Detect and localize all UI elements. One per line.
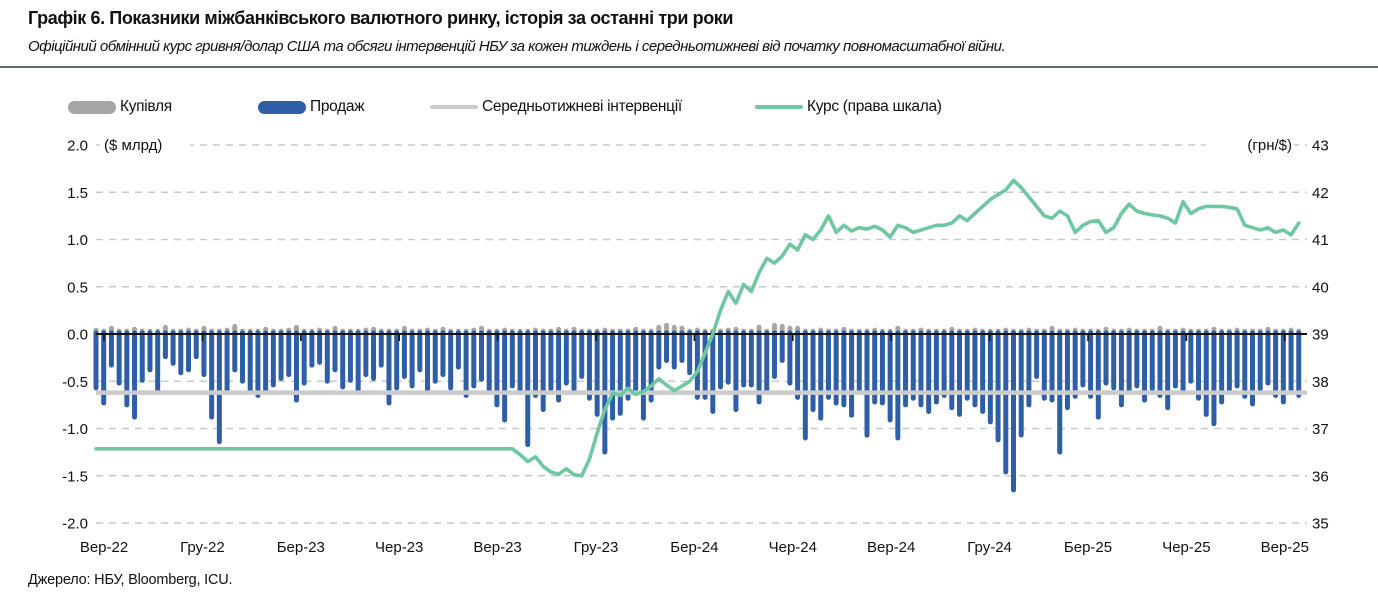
x-axis-label: Вер-25 (1261, 539, 1309, 556)
left-axis-label: 0.0 (67, 327, 88, 344)
x-axis-label: Вер-23 (473, 539, 521, 556)
left-axis-unit: ($ млрд) (104, 137, 162, 154)
x-axis-label: Бер-23 (277, 539, 325, 556)
left-axis-label: -2.0 (62, 516, 88, 533)
avg-swatch (430, 104, 478, 110)
right-axis-label: 40 (1312, 279, 1329, 296)
rate-line (94, 178, 1301, 478)
x-axis-label: Гру-23 (574, 539, 619, 556)
x-axis-label: Вер-22 (80, 539, 128, 556)
right-axis-label: 36 (1312, 468, 1329, 485)
legend-label-buy: Купівля (120, 98, 172, 115)
left-axis-label: 2.0 (67, 138, 88, 155)
x-axis-label: Чер-23 (375, 539, 423, 556)
left-axis-label: -1.0 (62, 421, 88, 438)
right-axis-label: 35 (1312, 516, 1329, 533)
legend-label-rate: Курс (права шкала) (807, 98, 942, 115)
right-axis-label: 43 (1312, 138, 1329, 155)
right-axis-label: 42 (1312, 185, 1329, 202)
legend-label-avg: Середньотижневі інтервенції (482, 98, 682, 115)
right-axis-label: 37 (1312, 421, 1329, 438)
x-axis-label: Гру-24 (967, 539, 1012, 556)
x-axis-label: Чер-24 (769, 539, 817, 556)
right-unit-bg (1206, 134, 1294, 154)
x-axis-label: Чер-25 (1162, 539, 1210, 556)
left-axis-label: -1.5 (62, 468, 88, 485)
source-note: Джерело: НБУ, Bloomberg, ICU. (28, 572, 233, 588)
divider (0, 66, 1378, 68)
right-axis-unit: (грн/$) (1247, 137, 1292, 154)
left-axis-label: 0.5 (67, 279, 88, 296)
legend-item-rate: Курс (права шкала) (755, 96, 942, 118)
x-axis-label: Гру-22 (180, 539, 225, 556)
left-unit-bg (100, 134, 190, 154)
left-axis-label: 1.0 (67, 232, 88, 249)
legend-item-sell: Продаж (258, 96, 365, 118)
left-axis-label: 1.5 (67, 185, 88, 202)
x-axis-label: Бер-25 (1064, 539, 1112, 556)
left-axis-label: -0.5 (62, 374, 88, 391)
legend-item-avg: Середньотижневі інтервенції (430, 96, 682, 118)
right-axis-label: 41 (1312, 232, 1329, 249)
right-axis-label: 39 (1312, 327, 1329, 344)
buy-swatch (68, 100, 116, 114)
chart-title: Графік 6. Показники міжбанківського валю… (28, 8, 734, 28)
x-axis-label: Бер-24 (670, 539, 718, 556)
legend-item-buy: Купівля (68, 96, 172, 118)
legend: Купівля Продаж Середньотижневі інтервенц… (0, 96, 1378, 118)
chart-subtitle: Офіційний обмінний курс гривня/долар США… (28, 38, 1006, 55)
right-axis-label: 38 (1312, 374, 1329, 391)
x-axis-label: Вер-24 (867, 539, 915, 556)
sell-swatch (258, 100, 306, 114)
legend-label-sell: Продаж (310, 98, 365, 115)
rate-swatch (755, 104, 803, 110)
